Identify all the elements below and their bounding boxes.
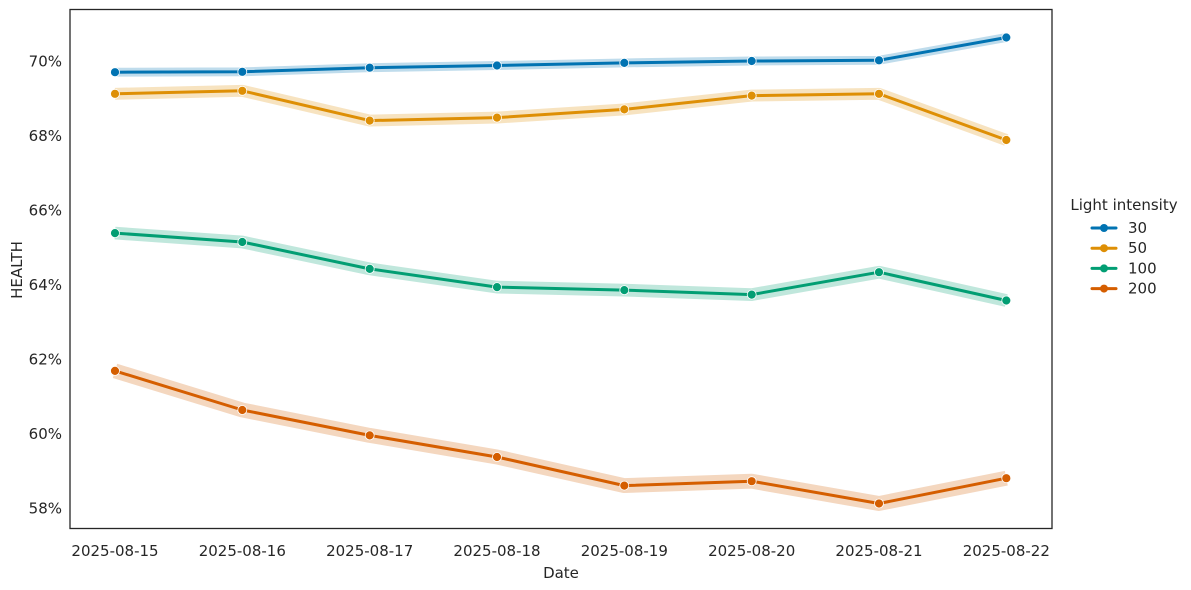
series-50-point bbox=[110, 88, 120, 99]
legend-entry-100: 100 bbox=[1090, 259, 1157, 277]
x-tick-label: 2025-08-19 bbox=[581, 542, 668, 560]
x-axis-tick-labels: 2025-08-15 2025-08-16 2025-08-17 2025-08-18… bbox=[71, 542, 1049, 560]
legend-title: Light intensity bbox=[1070, 196, 1177, 214]
legend-marker-dot-icon bbox=[1100, 244, 1108, 253]
series-100-point bbox=[492, 282, 502, 293]
series-200-band bbox=[112, 363, 1008, 511]
series-200-point bbox=[619, 480, 630, 491]
y-tick-label: 66% bbox=[29, 202, 62, 220]
data-points-layer bbox=[110, 32, 1012, 509]
legend-entry-200: 200 bbox=[1090, 280, 1157, 298]
y-tick-label: 58% bbox=[29, 500, 62, 518]
x-tick-label: 2025-08-17 bbox=[326, 542, 413, 560]
legend-marker-dot-icon bbox=[1100, 264, 1108, 273]
series-100-point bbox=[746, 289, 757, 300]
series-50-point bbox=[237, 85, 248, 96]
y-axis-label: HEALTH bbox=[8, 241, 26, 299]
series-200-point bbox=[492, 452, 502, 462]
legend-entries: 30 50 100 200 bbox=[1090, 219, 1157, 298]
legend: Light intensity 30 50 100 200 bbox=[1070, 196, 1177, 298]
y-tick-label: 64% bbox=[29, 276, 62, 294]
series-30-point bbox=[110, 67, 120, 78]
series-50-point bbox=[364, 115, 375, 126]
series-100-point bbox=[364, 263, 375, 274]
series-50-point bbox=[619, 104, 630, 115]
legend-marker-dot-icon bbox=[1100, 284, 1108, 293]
series-200-point bbox=[237, 405, 248, 415]
y-tick-label: 68% bbox=[29, 127, 62, 145]
series-200-point bbox=[746, 476, 757, 487]
plot-border bbox=[69, 8, 1053, 530]
series-100-point bbox=[619, 285, 630, 296]
series-30-point bbox=[874, 55, 884, 66]
series-200-line bbox=[113, 369, 1008, 505]
series-100-point bbox=[874, 267, 884, 278]
series-200-point bbox=[874, 498, 884, 509]
series-50-band bbox=[114, 84, 1009, 146]
series-30-point bbox=[746, 56, 757, 66]
series-30-band bbox=[114, 33, 1008, 77]
series-100-point bbox=[110, 228, 120, 239]
series-lines-layer bbox=[113, 36, 1008, 505]
series-200-point bbox=[110, 365, 120, 376]
x-tick-label: 2025-08-21 bbox=[835, 542, 922, 560]
series-30-point bbox=[492, 60, 502, 71]
x-tick-label: 2025-08-20 bbox=[708, 542, 795, 560]
y-tick-label: 62% bbox=[29, 351, 62, 369]
x-tick-label: 2025-08-16 bbox=[199, 542, 286, 560]
series-30-point bbox=[619, 58, 630, 68]
confidence-bands-layer bbox=[112, 33, 1009, 511]
y-tick-label: 60% bbox=[29, 425, 62, 443]
series-100-point bbox=[237, 237, 248, 247]
series-200-point bbox=[1001, 473, 1012, 484]
series-50-point bbox=[1001, 135, 1012, 145]
legend-entry-label: 50 bbox=[1128, 239, 1147, 257]
legend-marker-dot-icon bbox=[1100, 224, 1108, 232]
legend-entry-label: 100 bbox=[1128, 259, 1157, 277]
y-axis-tick-labels: 70% 68% 66% 64% 62% 60% 58% bbox=[29, 53, 62, 518]
series-50-line bbox=[113, 89, 1008, 142]
x-tick-label: 2025-08-22 bbox=[963, 542, 1050, 560]
series-50-point bbox=[492, 112, 502, 123]
legend-entry-label: 30 bbox=[1128, 219, 1147, 237]
series-30-point bbox=[237, 66, 248, 77]
legend-entry-50: 50 bbox=[1090, 239, 1147, 257]
series-30-point bbox=[364, 62, 375, 73]
legend-entry-label: 200 bbox=[1128, 280, 1157, 298]
series-30-line bbox=[113, 36, 1008, 74]
legend-entry-30: 30 bbox=[1090, 219, 1147, 237]
x-axis-label: Date bbox=[543, 564, 579, 582]
series-100-line bbox=[113, 231, 1008, 302]
series-30-point bbox=[1001, 32, 1012, 43]
y-tick-label: 70% bbox=[29, 53, 62, 71]
x-tick-label: 2025-08-18 bbox=[453, 542, 540, 560]
series-200-point bbox=[364, 430, 375, 441]
series-100-point bbox=[1001, 295, 1012, 306]
series-50-point bbox=[746, 90, 757, 101]
series-50-point bbox=[874, 88, 884, 99]
x-tick-label: 2025-08-15 bbox=[71, 542, 158, 560]
